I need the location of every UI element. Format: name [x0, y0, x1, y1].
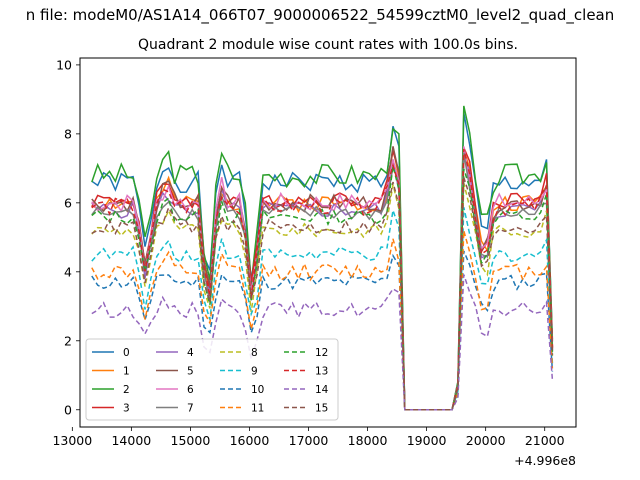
x-offset-label: +4.996e8	[514, 453, 576, 468]
legend-label-9: 9	[251, 366, 258, 378]
series-line-2	[91, 105, 554, 411]
series-line-15	[91, 177, 554, 411]
y-tick-label: 8	[64, 126, 72, 141]
legend-label-7: 7	[187, 403, 194, 415]
x-tick-label: 14000	[111, 433, 151, 448]
legend-label-3: 3	[123, 403, 130, 415]
x-tick-label: 20000	[466, 433, 506, 448]
legend-label-11: 11	[251, 403, 264, 415]
legend-label-1: 1	[123, 366, 130, 378]
y-tick-label: 4	[64, 264, 72, 279]
x-tick-label: 18000	[348, 433, 388, 448]
legend-label-13: 13	[315, 366, 328, 378]
series-line-13	[91, 148, 554, 411]
y-tick-label: 10	[56, 57, 72, 72]
x-tick-label: 19000	[407, 433, 447, 448]
series-line-11	[91, 230, 554, 411]
axes-frame	[79, 57, 577, 428]
legend-label-6: 6	[187, 384, 194, 396]
x-tick-label: 17000	[289, 433, 329, 448]
legend-label-12: 12	[315, 347, 328, 359]
legend-box	[85, 338, 339, 421]
plot-area	[91, 105, 554, 411]
series-line-12	[91, 165, 554, 411]
legend-label-10: 10	[251, 384, 264, 396]
y-tick-label: 2	[64, 333, 72, 348]
legend-label-0: 0	[123, 347, 130, 359]
legend-label-2: 2	[123, 384, 130, 396]
axis-ticks: 13000 14000 15000 16000 17000 18000 19000 20000…	[52, 57, 564, 448]
chart-title: n file: modeM0/AS1A14_066T07_9000006522_…	[26, 6, 615, 25]
series-line-7	[91, 152, 554, 411]
series-line-10	[91, 250, 554, 411]
x-tick-label: 21000	[525, 433, 565, 448]
legend-label-4: 4	[187, 347, 194, 359]
chart-subtitle: Quadrant 2 module wise count rates with …	[138, 37, 518, 53]
y-tick-label: 0	[64, 402, 72, 417]
legend-label-15: 15	[315, 403, 328, 415]
legend-label-14: 14	[315, 384, 329, 396]
x-tick-label: 15000	[171, 433, 211, 448]
x-tick-label: 13000	[52, 433, 92, 448]
legend-label-8: 8	[251, 347, 258, 359]
legend-label-5: 5	[187, 366, 194, 378]
x-tick-label: 16000	[230, 433, 270, 448]
series-line-14	[91, 274, 554, 411]
y-tick-label: 6	[64, 195, 72, 210]
